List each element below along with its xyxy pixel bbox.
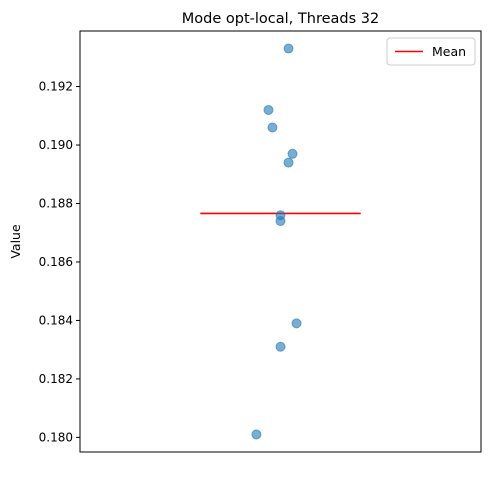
data-point (275, 216, 286, 227)
data-point (291, 318, 302, 329)
data-point (275, 341, 286, 352)
y-tick-label: 0.192 (39, 80, 73, 94)
data-point (283, 43, 294, 54)
y-tick-label: 0.180 (39, 430, 73, 444)
y-tick-label: 0.188 (39, 196, 73, 210)
y-tick-label: 0.190 (39, 138, 73, 152)
data-point (263, 104, 274, 115)
legend-mean-label: Mean (432, 44, 466, 59)
y-tick-label: 0.186 (39, 255, 73, 269)
data-point (283, 157, 294, 168)
data-point (287, 148, 298, 159)
data-point (251, 429, 262, 440)
y-axis-ticks: 0.180 0.182 0.184 0.186 0.188 0.190 0.192 (39, 80, 80, 444)
y-tick-label: 0.184 (39, 313, 73, 327)
data-point (267, 122, 278, 133)
plot-frame (79, 30, 482, 453)
data-points (251, 43, 302, 440)
y-axis-label: Value (8, 224, 23, 259)
chart-title: Mode opt-local, Threads 32 (182, 11, 379, 27)
y-tick-label: 0.182 (39, 372, 73, 386)
legend-box (386, 37, 476, 66)
legend: Mean (386, 37, 476, 66)
